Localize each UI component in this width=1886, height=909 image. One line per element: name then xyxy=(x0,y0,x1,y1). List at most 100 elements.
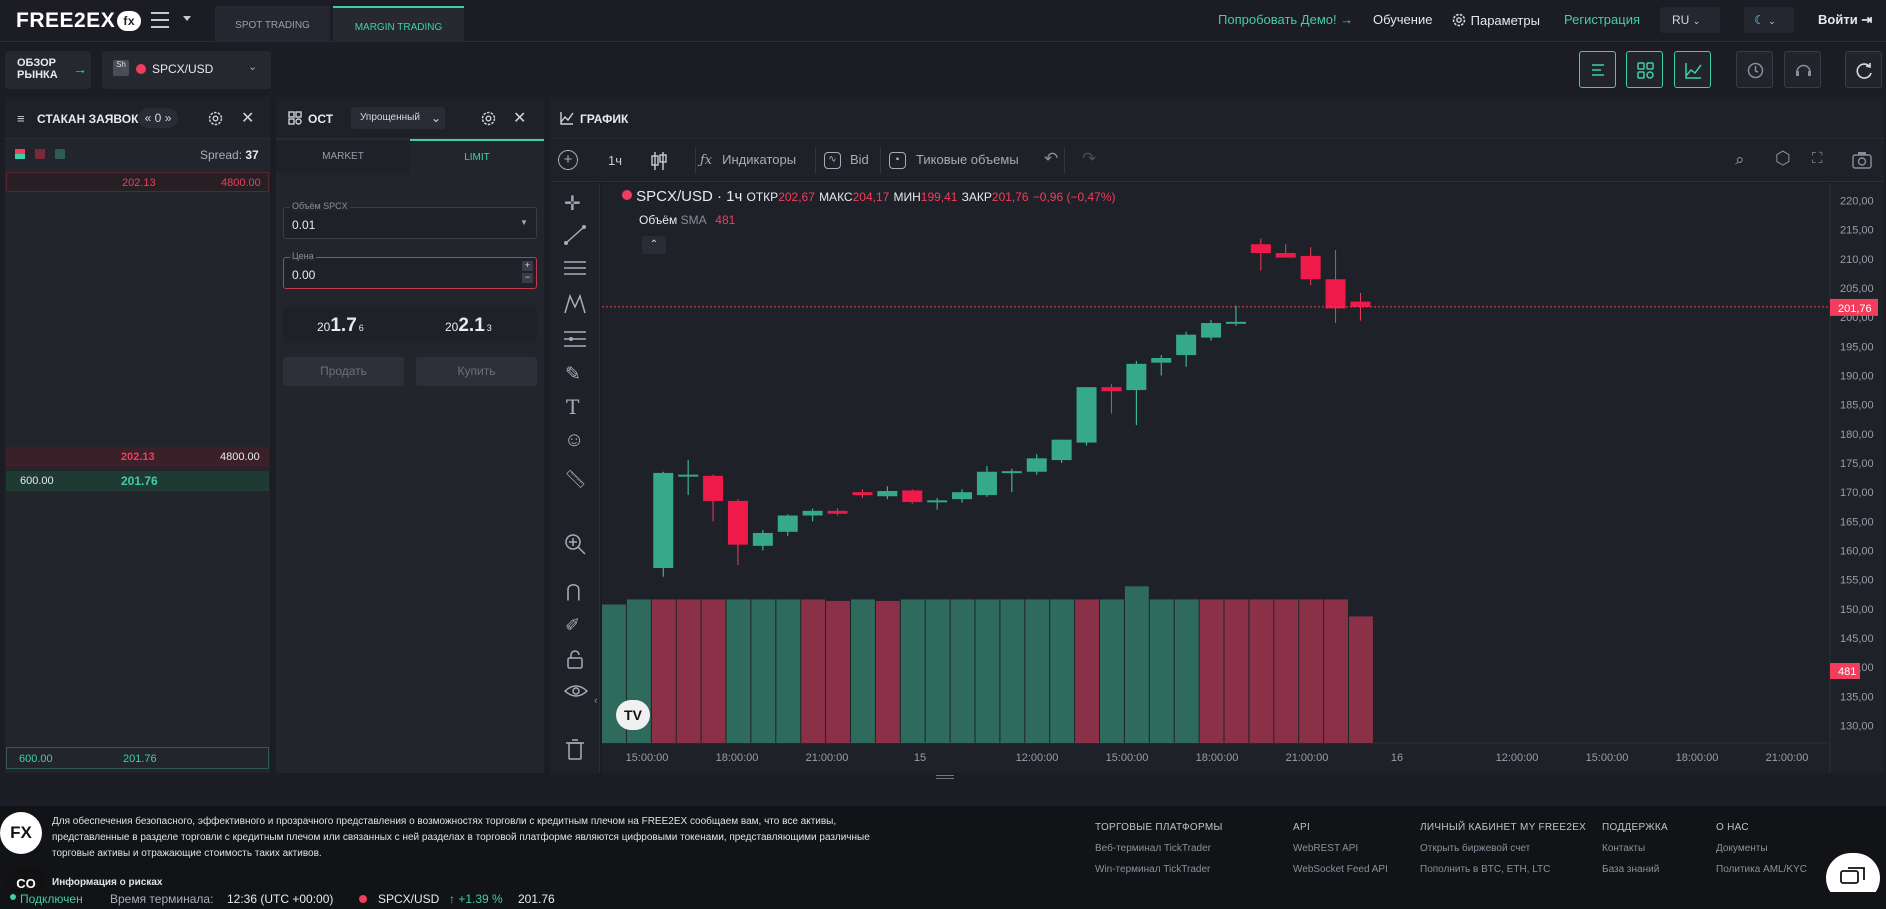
resize-handle[interactable] xyxy=(936,775,954,779)
crosshair-icon[interactable]: ✛ xyxy=(564,193,581,215)
last-volume-tag xyxy=(1830,663,1860,679)
tick-volume-toggle[interactable]: ▪ Тиковые объемы xyxy=(889,152,1019,169)
theme-toggle[interactable]: ☾ ⌄ xyxy=(1744,7,1794,33)
alert-icon[interactable]: ⌕ xyxy=(1735,150,1745,169)
footer-link[interactable]: Win-терминал TickTrader xyxy=(1095,864,1211,875)
candle-body xyxy=(802,510,823,516)
candles-icon[interactable] xyxy=(650,150,668,172)
fullscreen-icon[interactable]: ⛶ xyxy=(1812,150,1823,167)
overview-label-2: РЫНКА xyxy=(17,69,58,81)
candle-body xyxy=(1325,279,1346,309)
undo-icon[interactable]: ↶ xyxy=(1044,149,1059,168)
chevrons-left-icon[interactable]: « xyxy=(144,111,152,125)
candle-body xyxy=(1126,363,1147,391)
demo-link[interactable]: Попробовать Демо! → xyxy=(1218,12,1354,27)
interval-select[interactable]: 1ч xyxy=(608,153,623,168)
bids-only-icon[interactable] xyxy=(55,149,65,159)
magnet-icon[interactable]: ⋂ xyxy=(566,581,581,601)
collapse-legend-icon[interactable]: ⌃ xyxy=(642,236,666,254)
redo-icon[interactable]: ↷ xyxy=(1082,149,1097,168)
footer-link[interactable]: WebREST API xyxy=(1293,843,1359,854)
sell-button[interactable]: Продать xyxy=(283,357,404,386)
history-button[interactable] xyxy=(1736,51,1773,88)
fib-icon[interactable] xyxy=(563,329,587,349)
buy-button[interactable]: Купить xyxy=(416,357,537,386)
footer-link[interactable]: Контакты xyxy=(1602,843,1646,854)
symbol-selector[interactable]: Sh SPCX/USD ⌄ xyxy=(102,51,271,89)
lock-pen-icon[interactable]: ✐ xyxy=(565,615,581,635)
language-select[interactable]: RU ⌄ xyxy=(1660,7,1720,33)
sell-quote[interactable]: 201.7 6 xyxy=(317,315,364,336)
y-tick-label: 195,00 xyxy=(1840,341,1874,353)
login-link[interactable]: Войти ⇥ xyxy=(1818,12,1873,27)
function-icon: ƒx xyxy=(700,153,713,168)
close-icon[interactable]: ✕ xyxy=(241,110,255,127)
tab-limit[interactable]: LIMIT xyxy=(410,139,544,173)
collapse-toolbar-icon[interactable]: ‹ xyxy=(594,695,598,707)
market-overview-button[interactable]: ОБЗОР РЫНКА → xyxy=(5,51,91,89)
refresh-button[interactable] xyxy=(1845,51,1882,88)
trash-icon[interactable] xyxy=(565,739,585,761)
learn-link[interactable]: Обучение xyxy=(1373,12,1433,27)
chevron-down-icon[interactable] xyxy=(183,16,191,21)
footer-link[interactable]: Веб-терминал TickTrader xyxy=(1095,843,1211,854)
ask-row[interactable]: 202.13 4800.00 xyxy=(6,172,269,192)
ask-row[interactable]: 202.13 4800.00 xyxy=(6,447,269,467)
tab-margin-trading[interactable]: MARGIN TRADING xyxy=(333,6,464,42)
chevron-down-icon: ⌄ xyxy=(1768,16,1776,26)
tab-spot-trading[interactable]: SPOT TRADING xyxy=(215,6,330,42)
tab-market[interactable]: MARKET xyxy=(276,141,410,173)
indicators-button[interactable]: ƒx Индикаторы xyxy=(700,152,797,168)
buy-quote[interactable]: 202.1 3 xyxy=(445,315,492,336)
orderbook-layout-button[interactable] xyxy=(1579,51,1616,88)
footer-link[interactable]: Пополнить в BTC, ETH, LTC xyxy=(1420,864,1551,875)
footer-link[interactable]: База знаний xyxy=(1602,864,1660,875)
depth-stepper[interactable]: « 0 » xyxy=(138,108,178,128)
footer-link[interactable]: Открыть биржевой счет xyxy=(1420,843,1531,854)
view-mode-icons[interactable] xyxy=(15,149,65,161)
tradingview-logo[interactable]: TV xyxy=(616,700,650,730)
trend-line-icon[interactable] xyxy=(563,223,587,247)
asks-only-icon[interactable] xyxy=(35,149,45,159)
gear-icon[interactable] xyxy=(480,110,497,127)
footer-link[interactable]: WebSocket Feed API xyxy=(1293,864,1388,875)
order-layout-button[interactable] xyxy=(1626,51,1663,88)
price-chart[interactable]: 220,00215,00210,00205,00200,00195,00190,… xyxy=(602,183,1884,773)
chart-layout-button[interactable] xyxy=(1674,51,1711,88)
footer-link[interactable]: Политика AML/KYC xyxy=(1716,864,1807,875)
price-field[interactable]: Цена 0.00 + − xyxy=(283,251,537,289)
ruler-icon[interactable]: 📏︎ xyxy=(564,469,587,489)
brush-icon[interactable]: ✎ xyxy=(565,364,581,385)
order-mode-select[interactable]: Упрощенный ⌄ xyxy=(351,107,445,129)
chart-line-icon xyxy=(1685,63,1702,79)
plus-icon[interactable]: + xyxy=(522,261,533,271)
brand-logo[interactable]: FREE2EX fx xyxy=(16,9,142,33)
camera-icon[interactable] xyxy=(1852,151,1872,169)
support-button[interactable] xyxy=(1784,51,1821,88)
menu-icon[interactable] xyxy=(151,12,169,28)
register-link[interactable]: Регистрация xyxy=(1564,12,1640,27)
emoji-icon[interactable]: ☺ xyxy=(564,429,585,451)
both-sides-icon[interactable] xyxy=(15,149,25,159)
text-tool-icon[interactable]: T xyxy=(566,395,580,419)
risk-link[interactable]: Информация о рисках xyxy=(52,877,163,888)
settings-hex-icon[interactable]: ⬡ xyxy=(1775,148,1791,168)
y-tick-label: 175,00 xyxy=(1840,458,1874,470)
bid-toggle[interactable]: ∿ Bid xyxy=(824,152,869,169)
footer-link[interactable]: Документы xyxy=(1716,843,1768,854)
close-icon[interactable]: ✕ xyxy=(513,110,527,127)
settings-link[interactable]: Параметры xyxy=(1451,12,1540,28)
lock-icon[interactable] xyxy=(565,649,585,669)
candle-body xyxy=(952,492,973,500)
add-symbol-icon[interactable]: + xyxy=(558,150,578,170)
chevrons-right-icon[interactable]: » xyxy=(164,111,172,125)
volume-field[interactable]: Объём SPCX 0.01 ▼ xyxy=(283,201,537,239)
x-tick-label: 18:00:00 xyxy=(1676,752,1719,764)
pattern-icon[interactable] xyxy=(563,293,587,315)
minus-icon[interactable]: − xyxy=(522,273,533,283)
bid-row[interactable]: 600.00 201.76 xyxy=(6,471,269,491)
gear-icon[interactable] xyxy=(207,110,224,127)
eye-icon[interactable] xyxy=(564,683,588,699)
zoom-in-icon[interactable] xyxy=(564,533,586,555)
horizontal-lines-icon[interactable] xyxy=(563,259,587,279)
